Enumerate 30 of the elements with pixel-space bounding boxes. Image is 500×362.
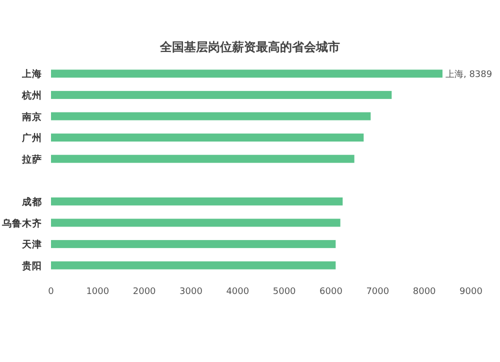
x-tick-label: 8000 — [412, 287, 436, 297]
y-tick-label: 贵阳 — [21, 260, 42, 272]
x-tick-label: 9000 — [460, 287, 483, 297]
y-tick-label: 杭州 — [21, 89, 42, 102]
bar — [51, 70, 442, 78]
y-tick-label: 乌鲁木齐 — [1, 217, 42, 230]
x-tick-label: 5000 — [272, 287, 296, 297]
bar — [51, 112, 371, 120]
bar — [51, 218, 340, 227]
x-tick-label: 4000 — [226, 287, 250, 297]
y-tick-label: 拉萨 — [21, 153, 42, 166]
y-tick-label: 南京 — [21, 110, 42, 123]
x-tick-label: 1000 — [86, 287, 110, 297]
bar — [51, 197, 343, 206]
x-tick-label: 0 — [48, 287, 54, 297]
x-tick-label: 7000 — [366, 287, 390, 297]
y-tick-label: 成都 — [21, 196, 42, 208]
data-label: 上海, 8389 — [445, 69, 492, 80]
y-tick-label: 天津 — [21, 238, 42, 251]
x-tick-label: 2000 — [132, 287, 156, 297]
bar — [51, 261, 336, 270]
bar — [51, 90, 392, 99]
y-tick-label: 上海 — [21, 68, 42, 80]
bar — [51, 240, 336, 248]
x-tick-label: 3000 — [180, 287, 203, 297]
chart-title: 全国基层岗位薪资最高的省会城市 — [159, 40, 340, 54]
x-tick-label: 6000 — [320, 287, 343, 297]
y-tick-label: 广州 — [21, 132, 42, 144]
bar — [51, 154, 354, 163]
bar — [51, 134, 364, 142]
